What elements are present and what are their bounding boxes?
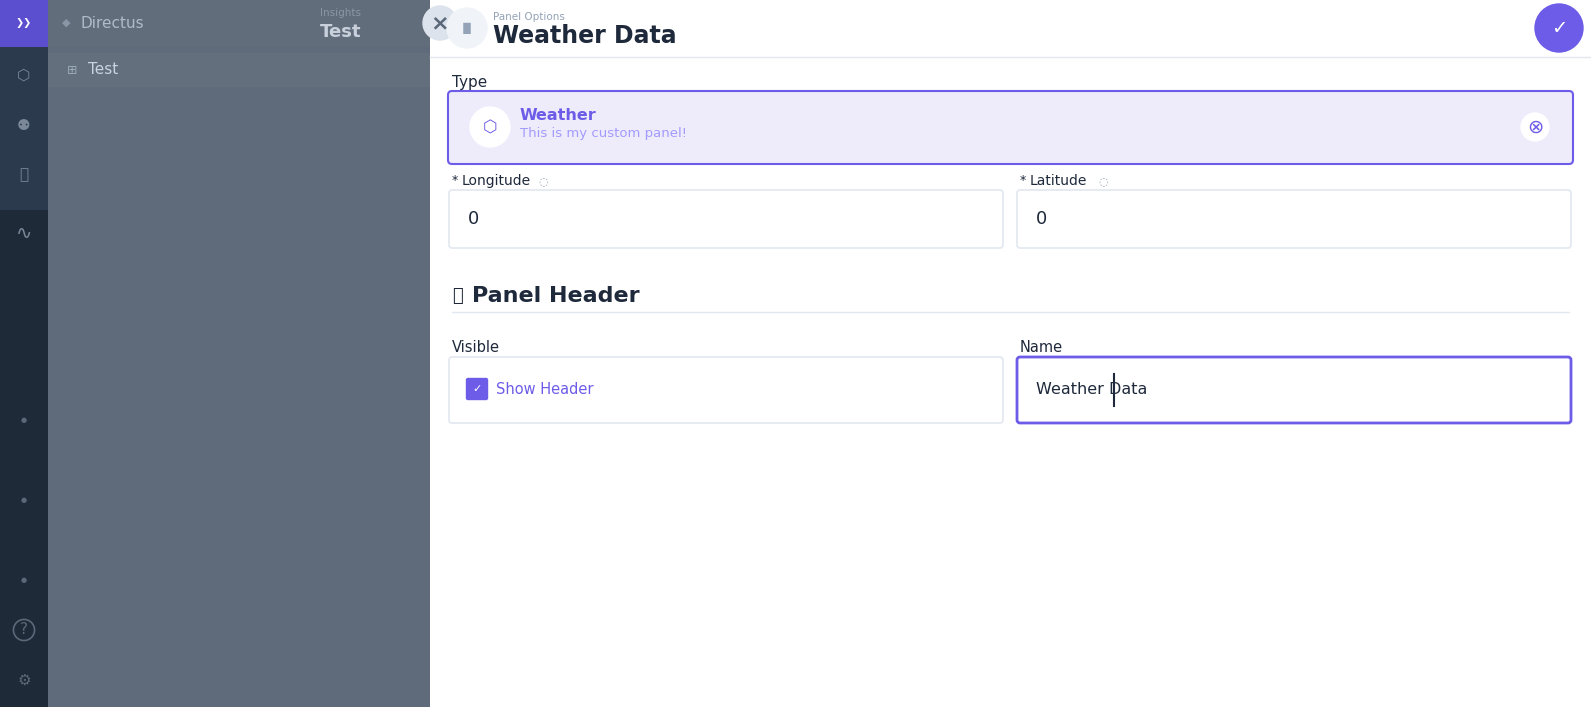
- FancyBboxPatch shape: [449, 357, 1002, 423]
- Text: Longitude: Longitude: [461, 174, 531, 188]
- FancyBboxPatch shape: [0, 258, 48, 707]
- FancyBboxPatch shape: [48, 0, 430, 47]
- Text: Insights: Insights: [320, 8, 361, 18]
- FancyBboxPatch shape: [0, 0, 48, 47]
- FancyBboxPatch shape: [1017, 357, 1570, 423]
- Circle shape: [469, 107, 511, 147]
- FancyBboxPatch shape: [0, 210, 48, 258]
- Text: Visible: Visible: [452, 339, 500, 354]
- Text: 0: 0: [1036, 210, 1047, 228]
- Text: ●: ●: [21, 577, 27, 583]
- Text: ●: ●: [21, 417, 27, 423]
- Text: ⬡: ⬡: [18, 67, 30, 83]
- Text: Test: Test: [320, 23, 361, 41]
- Circle shape: [1521, 113, 1550, 141]
- Text: ▐▌: ▐▌: [458, 23, 476, 34]
- Text: ⬡: ⬡: [482, 118, 498, 136]
- Text: Directus: Directus: [80, 16, 143, 30]
- Text: Name: Name: [1020, 339, 1063, 354]
- Text: Type: Type: [452, 74, 487, 90]
- Circle shape: [447, 8, 487, 48]
- Text: ⚉: ⚉: [18, 117, 30, 132]
- Text: *: *: [1020, 175, 1031, 187]
- Text: 0: 0: [468, 210, 479, 228]
- FancyBboxPatch shape: [48, 0, 430, 707]
- Text: ●: ●: [21, 497, 27, 503]
- Text: ◌: ◌: [1098, 176, 1107, 186]
- Text: ◆: ◆: [62, 18, 70, 28]
- Text: ✓: ✓: [473, 384, 482, 394]
- FancyBboxPatch shape: [1017, 190, 1570, 248]
- Text: ⓘ: ⓘ: [452, 287, 463, 305]
- Text: ⊞: ⊞: [67, 64, 78, 76]
- Text: ❯❯: ❯❯: [16, 18, 32, 28]
- Circle shape: [423, 6, 457, 40]
- FancyBboxPatch shape: [449, 190, 1002, 248]
- Text: ⬜: ⬜: [19, 168, 29, 182]
- Text: Latitude: Latitude: [1029, 174, 1087, 188]
- Text: Weather: Weather: [520, 107, 597, 122]
- FancyBboxPatch shape: [466, 378, 487, 399]
- FancyBboxPatch shape: [48, 53, 430, 87]
- FancyBboxPatch shape: [449, 91, 1573, 164]
- Text: Weather Data: Weather Data: [493, 24, 676, 48]
- Text: Test: Test: [88, 62, 118, 78]
- Text: This is my custom panel!: This is my custom panel!: [520, 127, 687, 139]
- Text: Panel Header: Panel Header: [473, 286, 640, 306]
- Text: Panel Options: Panel Options: [493, 12, 565, 22]
- Circle shape: [1535, 4, 1583, 52]
- Text: ∿: ∿: [16, 225, 32, 243]
- Text: Weather Data: Weather Data: [1036, 382, 1147, 397]
- Text: ◌: ◌: [538, 176, 547, 186]
- FancyBboxPatch shape: [430, 0, 1591, 707]
- Text: ⊗: ⊗: [1527, 117, 1543, 136]
- Text: ⚙: ⚙: [18, 672, 30, 687]
- Text: Show Header: Show Header: [496, 382, 593, 397]
- Text: *: *: [452, 175, 463, 187]
- Text: ×: ×: [431, 13, 449, 33]
- Text: ✓: ✓: [1551, 18, 1567, 37]
- FancyBboxPatch shape: [0, 0, 48, 707]
- Text: ?: ?: [21, 622, 29, 638]
